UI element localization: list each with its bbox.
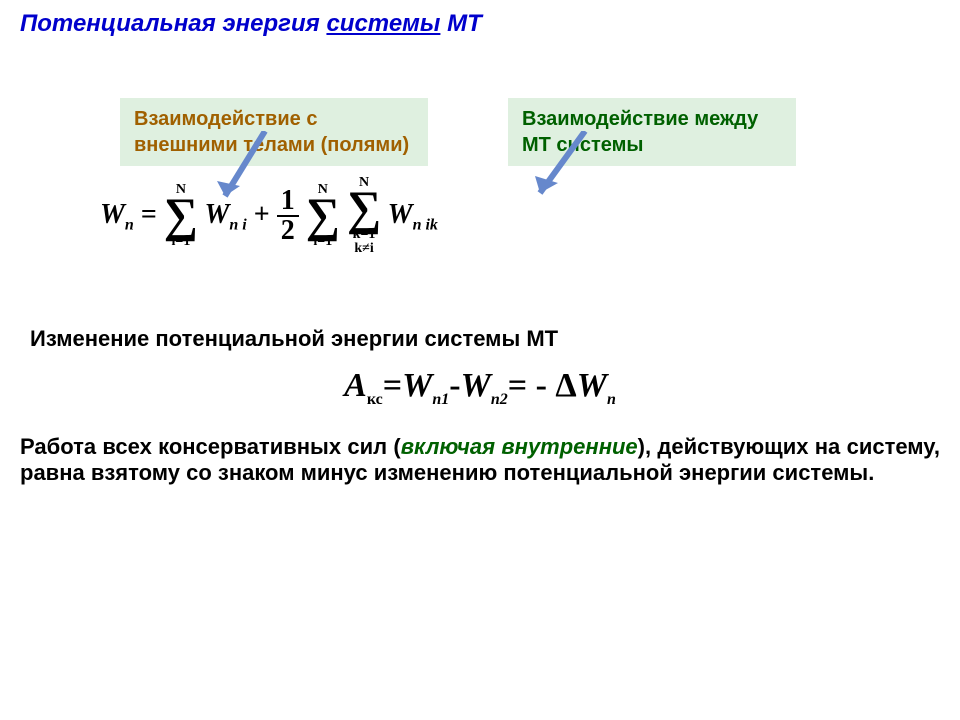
body-p1: Работа всех консервативных сил ( [20, 434, 401, 459]
eq2-W1sub: n1 [432, 391, 449, 408]
eq2-eq1: = [383, 367, 402, 404]
sum3: N ∑ k=1k≠i [347, 176, 381, 256]
title-prefix: Потенциальная энергия [20, 10, 326, 37]
arrow-left [215, 131, 275, 211]
eq2-W1: W [402, 367, 432, 404]
main-formula: Wn = N ∑ i=1 Wn i + 1 2 N ∑ i=1 N ∑ k=1k… [100, 176, 940, 296]
f1-t2W: W [388, 199, 413, 230]
page-title: Потенциальная энергия системы МТ [20, 10, 940, 38]
eq2-eq2: = - Δ [508, 367, 577, 404]
frac-num: 1 [277, 187, 299, 217]
f1-W: W [100, 199, 125, 230]
sum3-lower-a: k=1 [353, 227, 376, 242]
eq2-Asub: кс [367, 391, 383, 408]
f1-Wsub: n [125, 216, 134, 233]
f1-t2sub: n ik [413, 216, 438, 233]
body-green: включая внутренние [401, 434, 638, 459]
arrow-right [530, 131, 600, 211]
fraction: 1 2 [277, 187, 299, 245]
frac-den: 2 [277, 217, 299, 245]
f1-t1sub: n i [229, 216, 246, 233]
eq2-minus: - [449, 367, 460, 404]
sigma-icon: ∑ [306, 197, 340, 235]
eq2-W2sub: n2 [491, 391, 508, 408]
eq2-W2: W [461, 367, 491, 404]
title-underlined: системы [326, 10, 440, 37]
sigma-icon: ∑ [164, 197, 198, 235]
change-heading: Изменение потенциальной энергии системы … [30, 326, 940, 352]
body-paragraph: Работа всех консервативных сил (включая … [20, 434, 940, 486]
title-suffix: МТ [440, 10, 481, 37]
sum3-lower-b: k≠i [354, 241, 373, 256]
f1-eq: = [141, 199, 164, 230]
work-energy-equation: Aкс=Wn1-Wn2= - ΔWn [20, 367, 940, 409]
sum2: N ∑ i=1 [306, 183, 340, 249]
sigma-icon: ∑ [347, 190, 381, 228]
sum1: N ∑ i=1 [164, 183, 198, 249]
eq2-A: A [344, 367, 367, 404]
eq2-W3sub: n [607, 391, 616, 408]
eq2-W3: W [577, 367, 607, 404]
